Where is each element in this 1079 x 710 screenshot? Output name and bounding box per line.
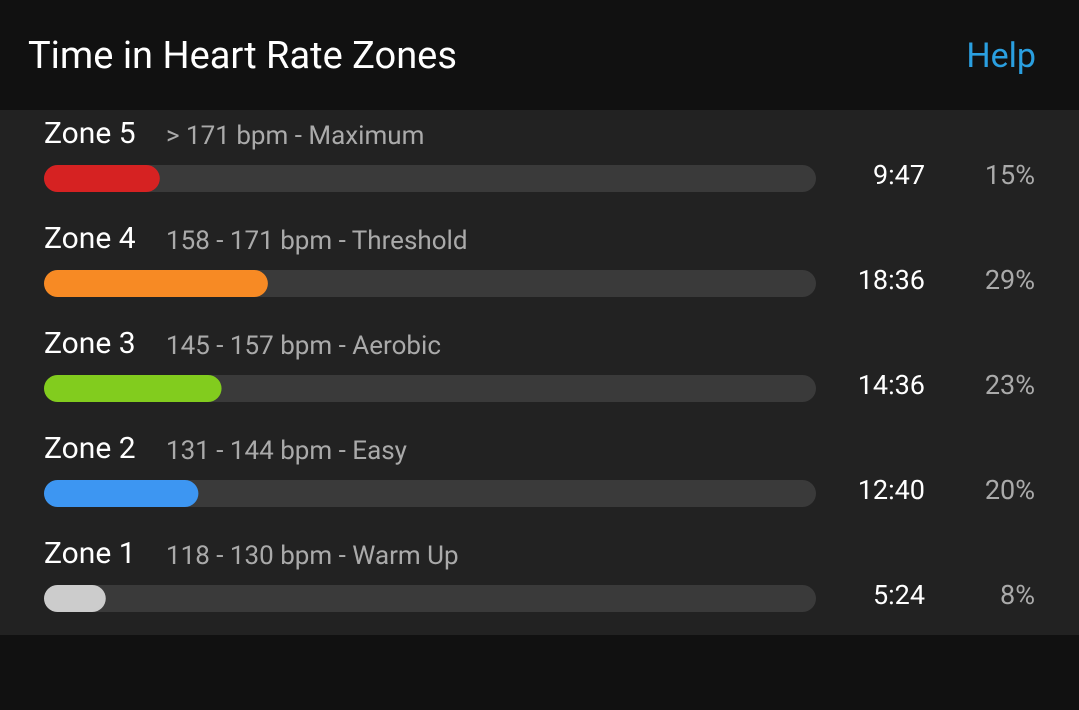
zone-percent: 20% — [985, 474, 1035, 506]
bar — [44, 585, 106, 612]
zone-name: Zone 3 — [44, 326, 136, 361]
zone-range: 145 - 157 bpm - Aerobic — [166, 331, 441, 361]
zone-range: > 171 bpm - Maximum — [166, 121, 424, 151]
zone-time: 5:24 — [873, 579, 925, 611]
zone-percent: 8% — [1000, 579, 1035, 611]
zone-percent: 29% — [985, 264, 1035, 296]
help-link[interactable]: Help — [966, 36, 1036, 76]
zone-percent: 15% — [985, 159, 1035, 191]
zone-range: 118 - 130 bpm - Warm Up — [166, 541, 459, 571]
bar-track — [44, 375, 816, 402]
zone-name: Zone 5 — [44, 116, 136, 151]
bar — [44, 480, 199, 507]
bar — [44, 375, 222, 402]
bar — [44, 270, 268, 297]
zone-percent: 23% — [985, 369, 1035, 401]
bar-track — [44, 585, 816, 612]
zone-time: 18:36 — [858, 264, 925, 296]
zone-name: Zone 4 — [44, 221, 136, 256]
zone-name: Zone 2 — [44, 431, 136, 466]
bar-track — [44, 165, 816, 192]
zone-range: 158 - 171 bpm - Threshold — [166, 226, 468, 256]
bar — [44, 165, 160, 192]
zones-panel — [0, 110, 1079, 635]
zone-time: 9:47 — [873, 159, 925, 191]
zone-range: 131 - 144 bpm - Easy — [166, 436, 407, 466]
zone-time: 12:40 — [858, 474, 925, 506]
bar-track — [44, 480, 816, 507]
zone-time: 14:36 — [858, 369, 925, 401]
title: Time in Heart Rate Zones — [28, 34, 457, 78]
zone-name: Zone 1 — [44, 536, 136, 571]
